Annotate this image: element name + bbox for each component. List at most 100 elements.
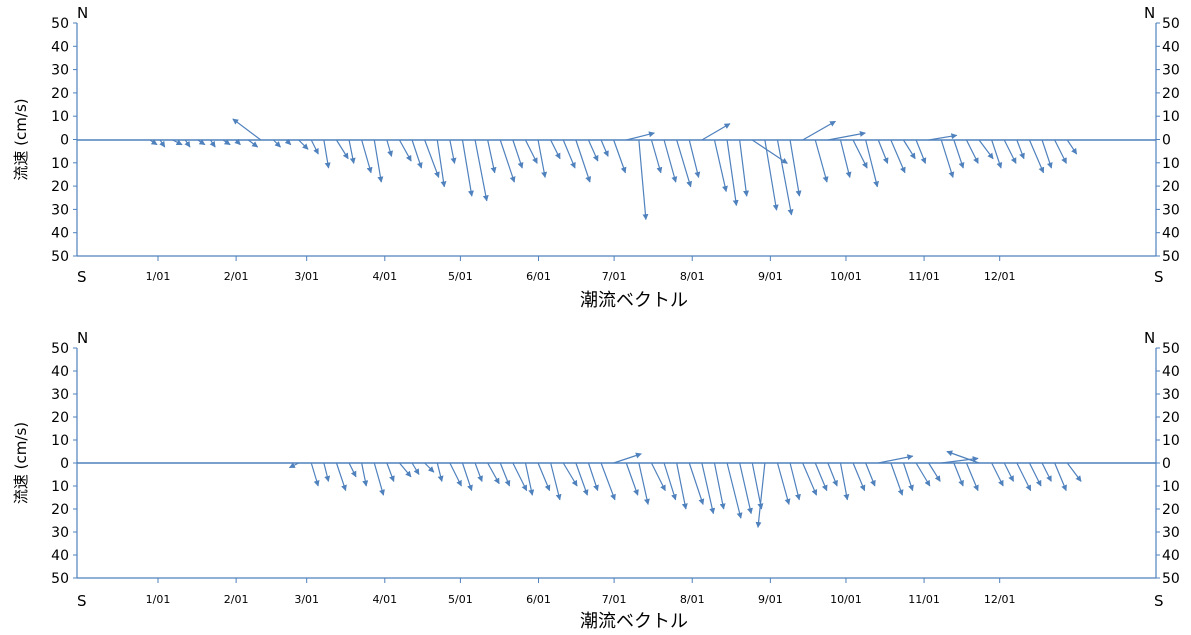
current-vector	[878, 140, 887, 163]
current-vector	[639, 140, 646, 220]
current-vector	[689, 140, 698, 177]
y-tick-label-left: 40	[51, 226, 69, 242]
current-vector	[576, 140, 590, 182]
current-vector	[513, 463, 527, 491]
current-vector	[891, 463, 903, 495]
current-vector	[614, 454, 642, 463]
current-vector	[929, 463, 941, 481]
y-tick-label-right: 30	[1162, 387, 1180, 403]
current-vector	[727, 140, 736, 206]
current-vector	[639, 463, 648, 504]
current-vector	[588, 463, 597, 491]
x-tick-label: 12/01	[984, 270, 1016, 283]
current-vector	[248, 140, 257, 147]
current-vector	[677, 463, 686, 509]
current-vector	[450, 140, 455, 163]
current-vector	[702, 463, 714, 514]
current-vector	[714, 140, 726, 191]
current-vector	[979, 140, 993, 159]
y-tick-label-left: 50	[51, 571, 69, 587]
y-tick-label-right: 10	[1162, 156, 1180, 172]
current-vector	[311, 463, 318, 486]
y-tick-label-left: 40	[51, 548, 69, 564]
current-vector	[790, 140, 799, 196]
current-vector	[1055, 463, 1067, 491]
current-vector	[651, 463, 665, 491]
current-vector	[500, 140, 514, 182]
y-tick-label-left: 20	[51, 410, 69, 426]
current-vector	[273, 140, 280, 147]
current-vector	[588, 140, 597, 161]
south-label-right: S	[1154, 592, 1164, 610]
y-tick-label-right: 10	[1162, 109, 1180, 125]
current-vector	[752, 140, 787, 163]
current-vector	[311, 140, 318, 154]
current-vector	[601, 463, 615, 500]
current-vector	[1004, 463, 1013, 481]
y-tick-label-left: 0	[60, 133, 69, 149]
current-vector	[475, 140, 487, 201]
y-tick-label-right: 40	[1162, 364, 1180, 380]
x-tick-label: 8/01	[680, 593, 705, 606]
current-vector	[1017, 140, 1024, 159]
current-vector	[362, 463, 367, 486]
current-vector	[399, 140, 411, 161]
current-vector	[992, 463, 1004, 486]
north-label-right: N	[1144, 4, 1155, 22]
x-tick-label: 9/01	[758, 270, 783, 283]
y-tick-label-right: 40	[1162, 39, 1180, 55]
south-label-left: S	[77, 592, 87, 610]
y-tick-label-left: 20	[51, 502, 69, 518]
current-vector	[765, 140, 777, 210]
y-tick-label-left: 10	[51, 156, 69, 172]
current-vector	[740, 140, 747, 196]
x-tick-label: 6/01	[526, 593, 551, 606]
x-tick-label: 5/01	[448, 593, 473, 606]
current-vector	[840, 463, 847, 500]
current-vector	[916, 140, 925, 163]
x-tick-label: 4/01	[372, 270, 397, 283]
current-vector	[324, 463, 329, 481]
current-vector	[525, 140, 537, 163]
x-axis-title: 潮流ベクトル	[580, 611, 688, 632]
y-tick-label-right: 10	[1162, 433, 1180, 449]
current-vector	[488, 140, 495, 173]
current-vector	[777, 463, 789, 504]
current-vector	[903, 463, 912, 491]
current-vector	[803, 121, 836, 140]
current-vector	[551, 463, 560, 500]
x-tick-label: 10/01	[830, 270, 862, 283]
y-tick-label-left: 40	[51, 364, 69, 380]
current-vector	[437, 463, 442, 481]
y-tick-label-right: 40	[1162, 226, 1180, 242]
y-tick-label-right: 20	[1162, 502, 1180, 518]
y-tick-label-right: 0	[1162, 133, 1171, 149]
current-vector	[1067, 463, 1081, 481]
current-vector	[954, 463, 963, 486]
current-vector	[727, 463, 741, 518]
y-tick-label-right: 30	[1162, 525, 1180, 541]
current-vector	[387, 463, 394, 481]
current-vector	[828, 133, 865, 140]
y-tick-label-right: 50	[1162, 249, 1180, 265]
current-vector	[866, 463, 875, 486]
current-vector	[374, 463, 383, 495]
y-tick-label-right: 50	[1162, 571, 1180, 587]
current-vector	[450, 463, 462, 486]
current-vector	[1055, 140, 1067, 163]
tidal-vector-chart-2: 50 50 40 40 30 30 20 20 10 10 0 0 10 10 20 20 30 30 40 40 50…	[12, 329, 1180, 632]
current-vector	[488, 463, 500, 484]
current-vector	[614, 140, 626, 173]
current-vector	[626, 133, 654, 140]
current-vector	[210, 140, 215, 147]
x-tick-label: 11/01	[908, 593, 940, 606]
y-axis-title: 流速 (cm/s)	[12, 98, 30, 180]
current-vector	[689, 463, 703, 504]
current-vector	[563, 140, 575, 168]
current-vector	[853, 463, 865, 491]
y-tick-label-left: 20	[51, 86, 69, 102]
current-vector	[324, 140, 329, 168]
current-vector	[891, 140, 905, 173]
north-label-left: N	[77, 4, 88, 22]
current-vector	[966, 463, 978, 491]
